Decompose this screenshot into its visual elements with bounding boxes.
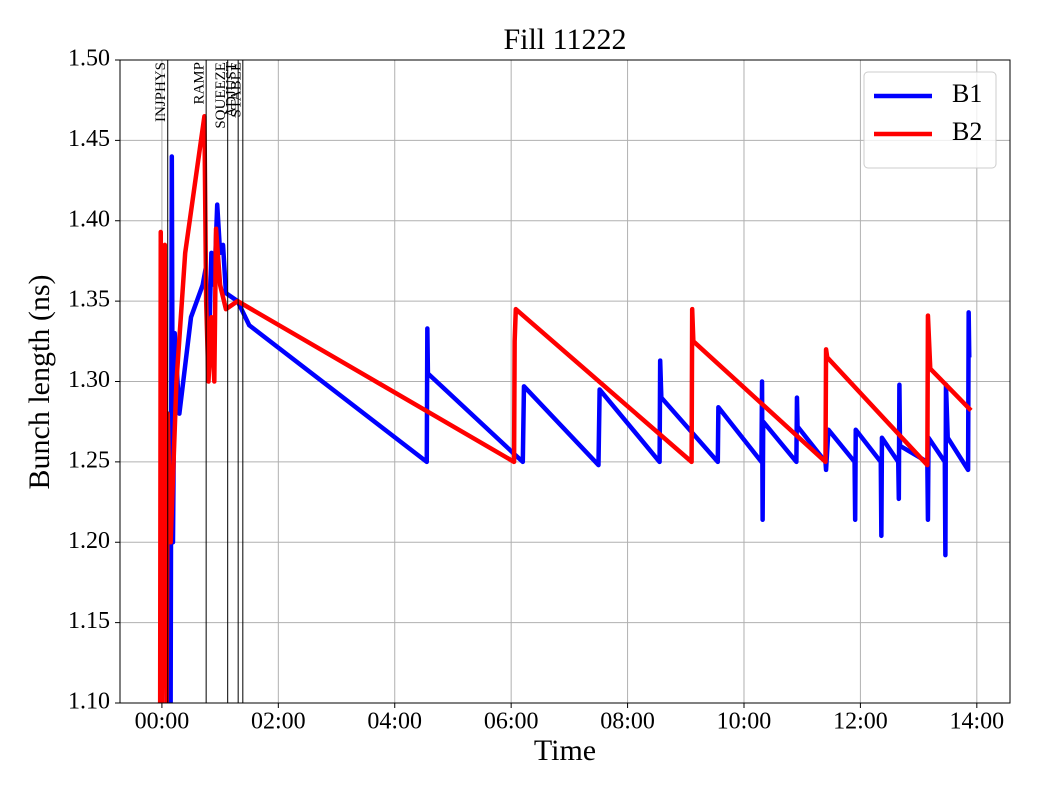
grid: [120, 59, 1010, 704]
x-tick-label: 10:00: [717, 709, 772, 735]
chart-title: Fill 11222: [503, 23, 626, 56]
y-tick-label: 1.50: [68, 46, 110, 72]
y-axis-label: Bunch length (ns): [23, 275, 56, 490]
legend-label: B1: [952, 79, 982, 108]
x-tick-label: 02:00: [251, 709, 306, 735]
x-tick-label: 08:00: [600, 709, 655, 735]
y-tick-label: 1.30: [68, 367, 110, 393]
y-tick-label: 1.35: [68, 287, 110, 313]
plot-frame: [119, 59, 1011, 704]
series-line: [164, 154, 972, 703]
y-tick-label: 1.10: [68, 689, 110, 715]
legend-label: B2: [952, 117, 982, 146]
y-tick-label: 1.20: [68, 528, 110, 554]
x-axis-label: Time: [534, 734, 596, 767]
y-tick-label: 1.15: [68, 608, 110, 634]
annotation-label: SQUEEZE: [213, 62, 229, 129]
y-tick-label: 1.40: [68, 206, 110, 232]
y-tick-label: 1.45: [68, 126, 110, 152]
x-tick-label: 06:00: [484, 709, 539, 735]
x-tick-label: 04:00: [367, 709, 422, 735]
annotation-label: RAMP: [192, 62, 208, 105]
annotation-label: ADJUST: [224, 62, 240, 118]
y-tick-label: 1.25: [68, 447, 110, 473]
annotation-label: STABLE: [228, 62, 244, 117]
x-tick-label: 00:00: [135, 709, 190, 735]
x-tick-label: 12:00: [833, 709, 888, 735]
series-line: [157, 114, 973, 703]
x-tick-label: 14:00: [949, 709, 1004, 735]
annotation-label: INJPHYS: [153, 62, 169, 122]
